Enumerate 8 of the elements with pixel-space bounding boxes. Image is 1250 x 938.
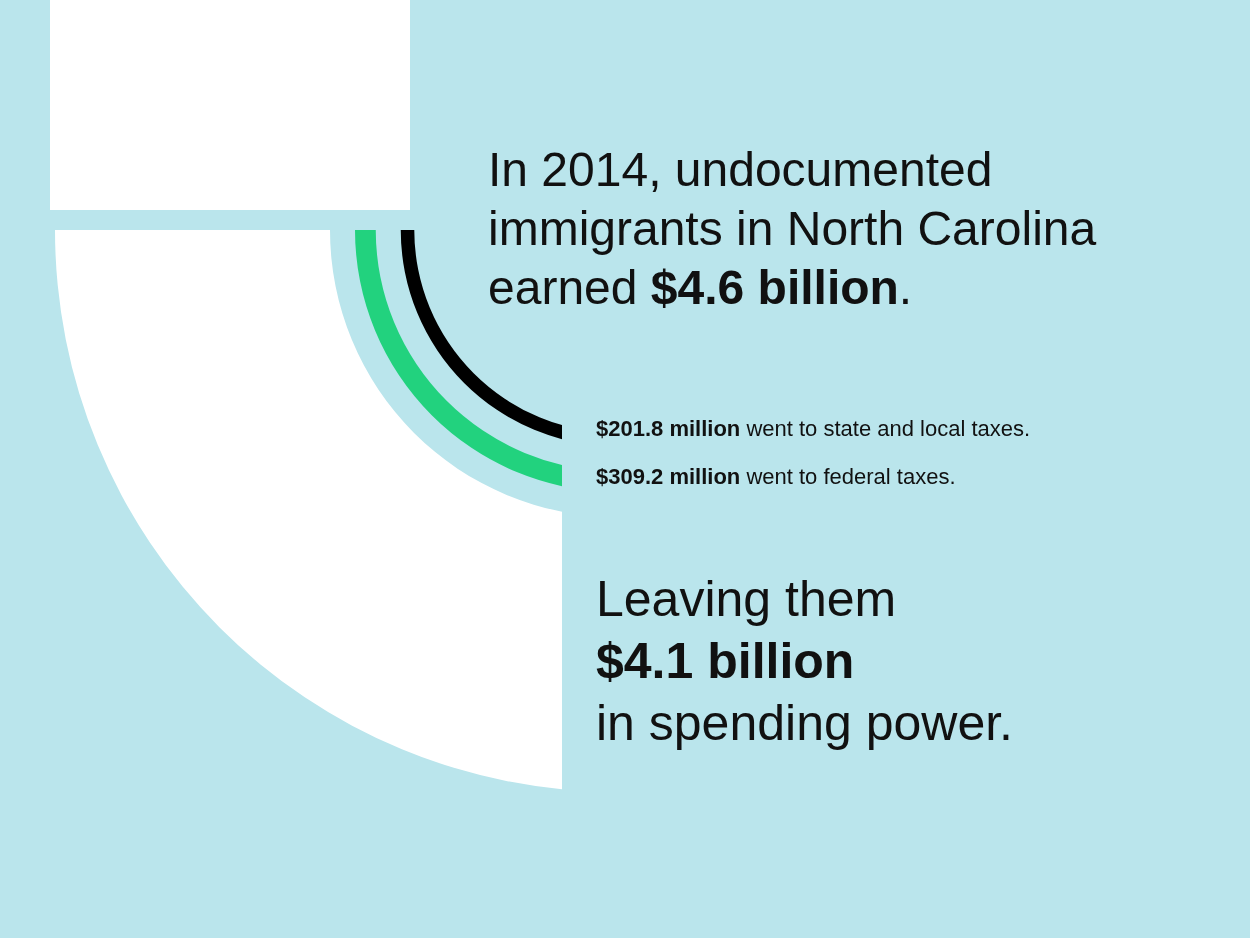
data-label: $201.8 million <box>596 416 741 441</box>
text: Leaving them <box>596 570 898 629</box>
category-label: went to state and local taxes. <box>746 416 1031 441</box>
category-label: in spending power. <box>596 694 1014 753</box>
data-label: $309.2 million <box>596 464 741 489</box>
category-label: went to federal taxes. <box>746 464 956 489</box>
data-label: $4.1 billion <box>596 632 856 691</box>
text: In 2014, undocumented immigrants in North Carolina earned $4.6 billion. <box>488 143 1097 314</box>
